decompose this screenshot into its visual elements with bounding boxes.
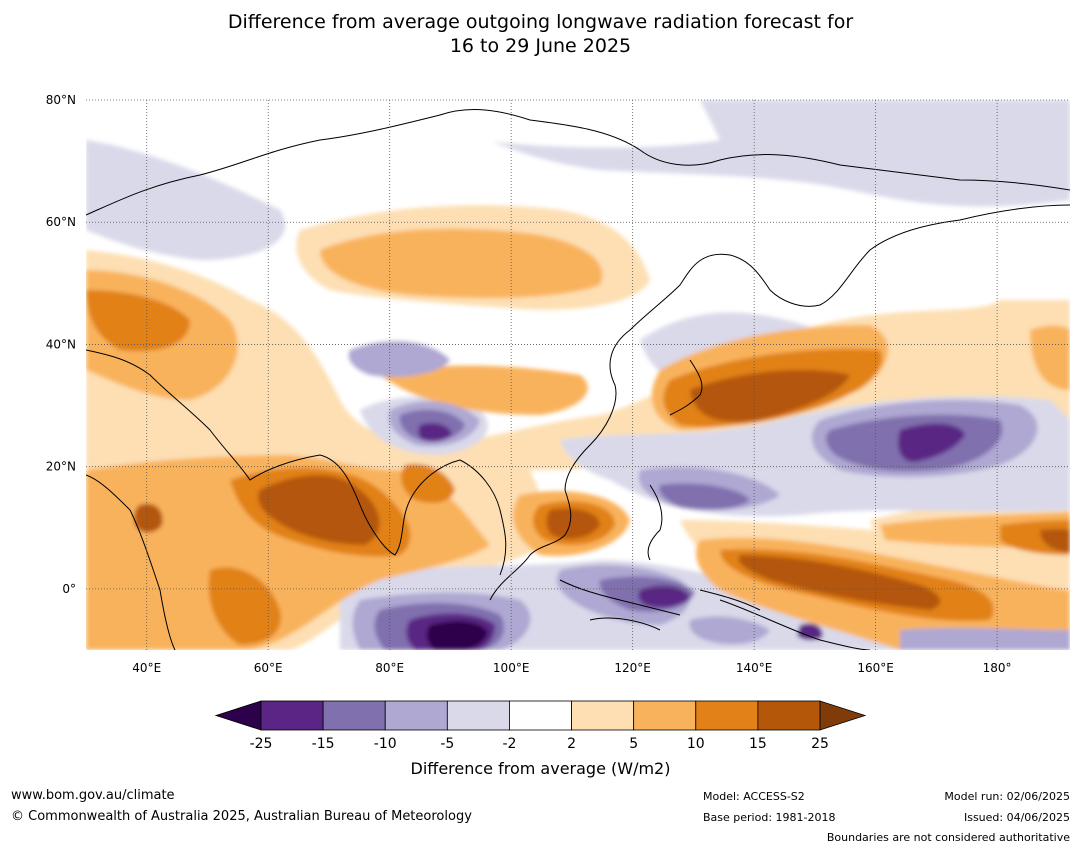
- copyright-text: © Commonwealth of Australia 2025, Austra…: [11, 809, 472, 824]
- lon-tick-label: 100°E: [493, 661, 530, 675]
- lon-tick-label: 120°E: [614, 661, 651, 675]
- model-run-date: Model run: 02/06/2025: [944, 790, 1070, 803]
- lat-tick-label: 20°N: [46, 460, 76, 474]
- lon-tick-label: 60°E: [254, 661, 283, 675]
- title-line-1: Difference from average outgoing longwav…: [227, 11, 854, 33]
- colorbar-tick-label: 15: [749, 736, 767, 752]
- title-line-2: 16 to 29 June 2025: [449, 35, 632, 57]
- model-name: Model: ACCESS-S2: [703, 790, 805, 803]
- colorbar-swatch-6: [633, 700, 697, 731]
- colorbar-swatch-8: [757, 700, 821, 731]
- lon-tick-label: 140°E: [736, 661, 773, 675]
- colorbar-swatch-1: [322, 700, 386, 731]
- chart-title: Difference from average outgoing longwav…: [0, 10, 1081, 58]
- colorbar-tick-label: 2: [567, 736, 576, 752]
- colorbar-tick-label: -10: [374, 736, 397, 752]
- lon-tick-label: 160°E: [857, 661, 894, 675]
- colorbar-tick-label: 10: [687, 736, 705, 752]
- colorbar-label: Difference from average (W/m2): [410, 759, 671, 778]
- lat-tick-label: 0°: [62, 582, 76, 596]
- colorbar-swatch-3: [446, 700, 510, 731]
- colorbar-tick-label: 25: [811, 736, 829, 752]
- colorbar-tick-label: -5: [440, 736, 454, 752]
- map-grid: 40°E 60°E 80°E 100°E 120°E 140°E 160°E 180° 80°N…: [46, 93, 1070, 675]
- lat-tick-label: 60°N: [46, 215, 76, 229]
- lon-tick-label: 40°E: [132, 661, 161, 675]
- colorbar-swatch-4: [509, 700, 572, 731]
- colorbar-tick-label: -15: [312, 736, 335, 752]
- lon-tick-label: 180°: [983, 661, 1012, 675]
- colorbar-under-extend: [214, 700, 262, 731]
- colorbar-tick-label: -2: [502, 736, 516, 752]
- boundaries-disclaimer: Boundaries are not considered authoritat…: [826, 831, 1070, 844]
- colorbar: -25 -15 -10 -5 -2 2 5 10 15 25: [214, 700, 867, 752]
- colorbar-over-extend: [819, 700, 867, 731]
- base-period: Base period: 1981-2018: [703, 811, 836, 824]
- colorbar-swatch-7: [695, 700, 759, 731]
- colorbar-tick-label: 5: [629, 736, 638, 752]
- colorbar-tick-label: -25: [250, 736, 273, 752]
- colorbar-swatch-0: [260, 700, 324, 731]
- coastlines: [86, 109, 1070, 650]
- colorbar-swatch-2: [384, 700, 448, 731]
- issued-date: Issued: 04/06/2025: [963, 811, 1070, 824]
- lat-tick-label: 40°N: [46, 337, 76, 351]
- colorbar-swatch-5: [571, 700, 635, 731]
- lon-tick-label: 80°E: [375, 661, 404, 675]
- anomaly-fields: [86, 100, 1070, 650]
- lat-tick-label: 80°N: [46, 93, 76, 107]
- website-link[interactable]: www.bom.gov.au/climate: [11, 788, 175, 803]
